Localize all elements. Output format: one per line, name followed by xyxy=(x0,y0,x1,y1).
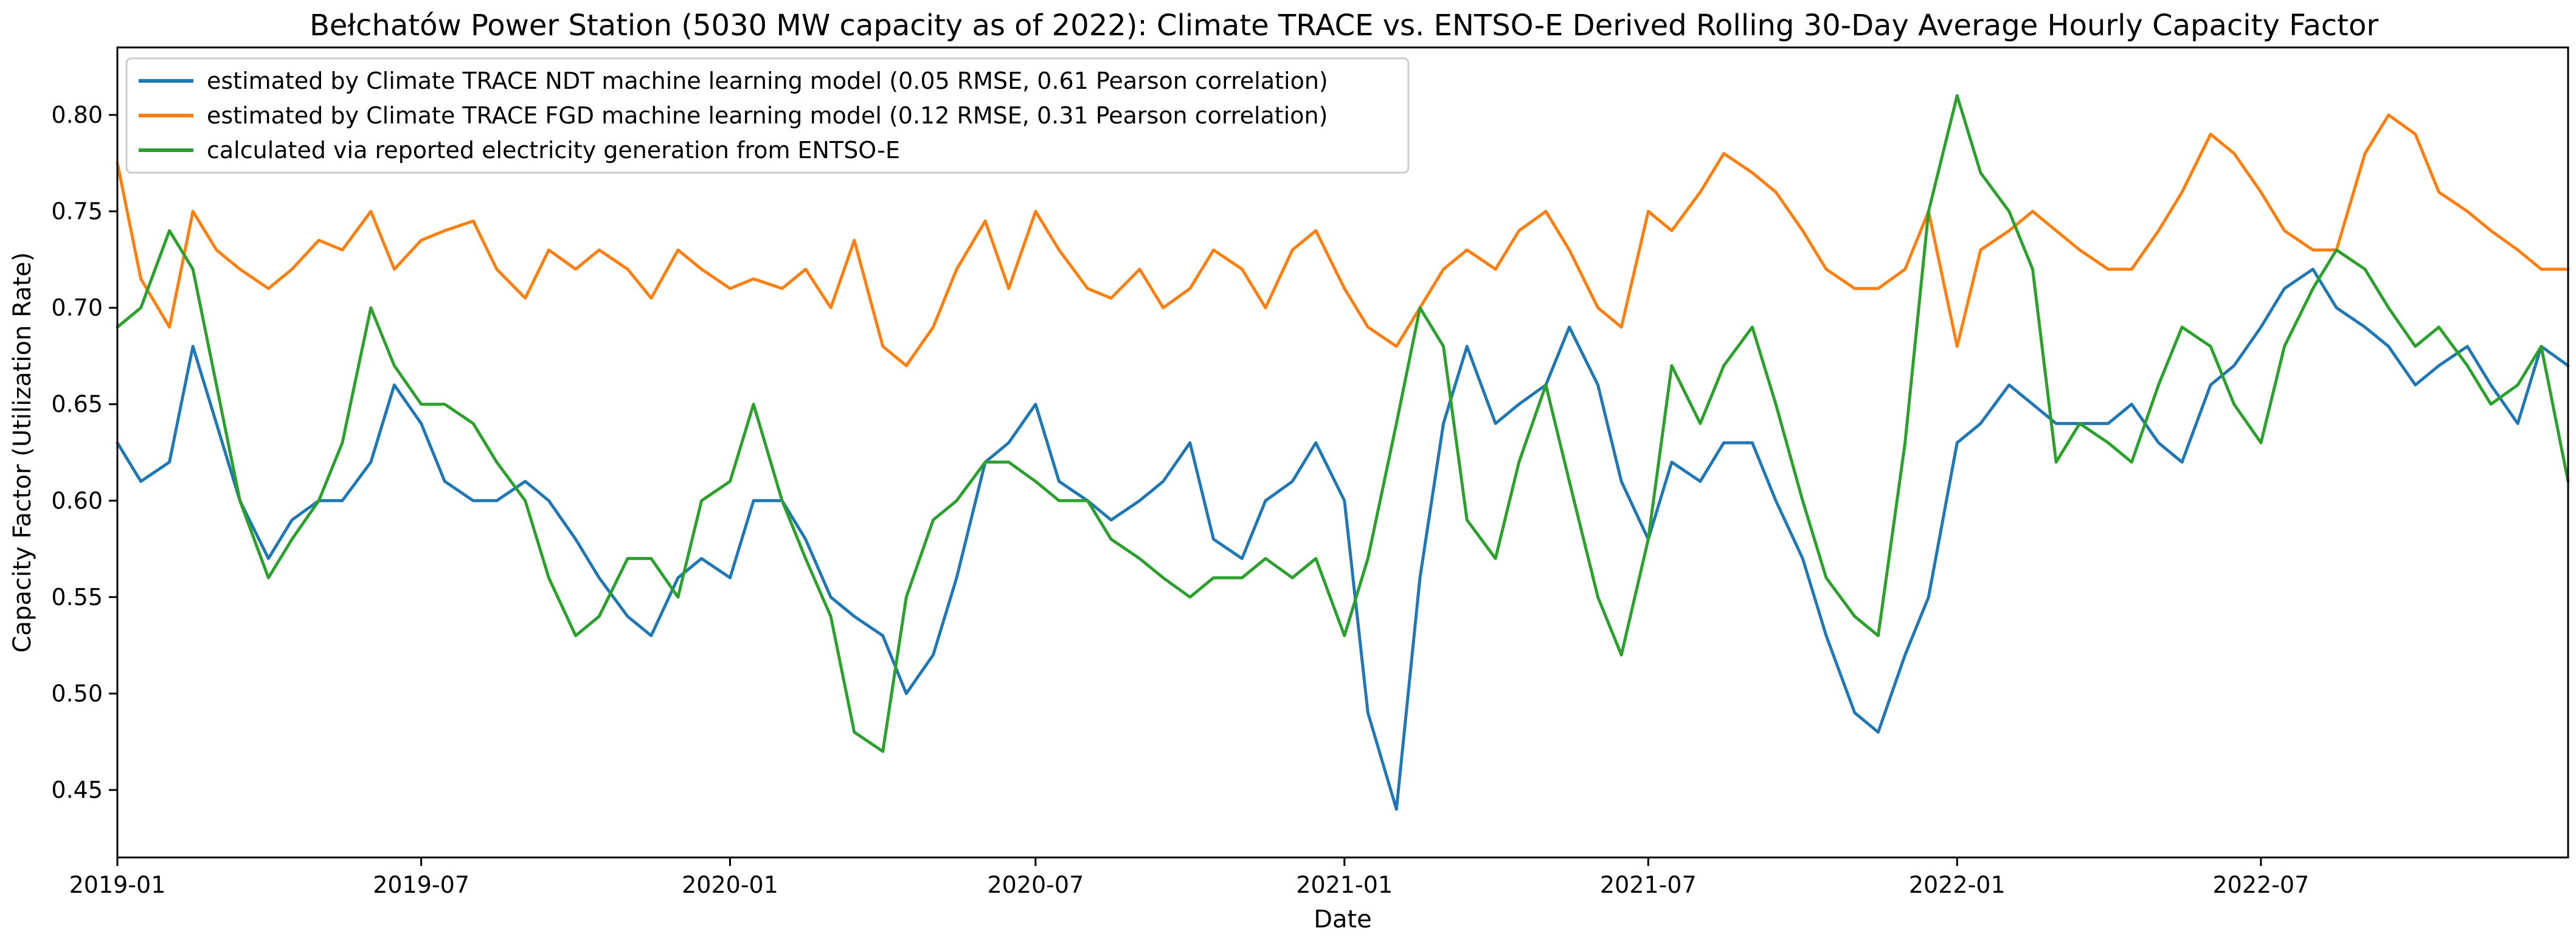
legend-frame xyxy=(125,57,1410,174)
series-line-ndt xyxy=(116,268,2570,811)
series-line-fgd xyxy=(116,113,2570,367)
y-tick-label: 0.75 xyxy=(51,198,103,225)
y-tick-label: 0.60 xyxy=(51,487,103,514)
x-tick-label: 2021-07 xyxy=(1600,871,1697,898)
x-tick-label: 2019-01 xyxy=(69,871,166,898)
legend-label: estimated by Climate TRACE NDT machine l… xyxy=(207,68,1328,94)
legend-label: calculated via reported electricity gene… xyxy=(207,137,900,164)
x-tick-label: 2019-07 xyxy=(373,871,469,898)
x-axis-label: Date xyxy=(1314,906,1372,933)
y-axis-ticks: 0.45 0.50 0.55 0.60 0.65 0.70 0.75 0.80 xyxy=(51,102,117,803)
y-tick-label: 0.50 xyxy=(51,680,103,707)
x-tick-label: 2020-01 xyxy=(682,871,778,898)
y-tick-label: 0.45 xyxy=(51,777,103,803)
y-tick-label: 0.65 xyxy=(51,391,103,418)
y-tick-label: 0.80 xyxy=(51,102,103,128)
y-tick-label: 0.70 xyxy=(51,294,103,321)
plot-frame xyxy=(116,46,2569,859)
x-tick-label: 2021-01 xyxy=(1296,871,1393,898)
x-axis-ticks: 2019-01 2019-07 2020-01 2020-07 2021-01 2021-… xyxy=(69,857,2309,898)
y-axis-label: Capacity Factor (Utilization Rate) xyxy=(9,252,36,653)
x-tick-label: 2022-07 xyxy=(2212,871,2309,898)
legend: estimated by Climate TRACE NDT machine l… xyxy=(125,57,1410,174)
series-line-entsoe xyxy=(116,94,2570,753)
x-tick-label: 2020-07 xyxy=(987,871,1084,898)
x-tick-label: 2022-01 xyxy=(1909,871,2006,898)
y-tick-label: 0.55 xyxy=(51,584,103,611)
legend-label: estimated by Climate TRACE FGD machine l… xyxy=(207,102,1328,129)
series-layer xyxy=(116,94,2570,811)
chart-title: Bełchatów Power Station (5030 MW capacit… xyxy=(310,9,2378,43)
